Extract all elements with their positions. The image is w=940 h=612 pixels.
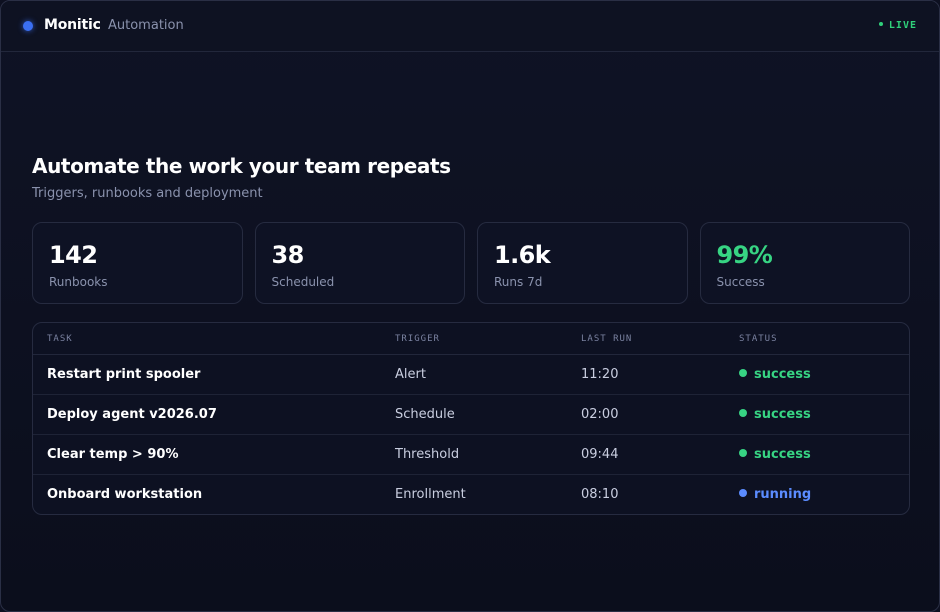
- task-trigger: Enrollment: [395, 487, 466, 502]
- status-text: success: [754, 367, 811, 382]
- brand-name[interactable]: Monitic: [44, 17, 101, 33]
- stat-card-runs[interactable]: 1.6k Runs 7d: [477, 222, 688, 304]
- table-header: TASK TRIGGER LAST RUN STATUS: [33, 323, 909, 355]
- table-row[interactable]: Clear temp > 90% Threshold 09:44 success: [33, 435, 909, 475]
- stat-label: Scheduled: [271, 275, 335, 289]
- page-subtitle: Triggers, runbooks and deployment: [32, 186, 263, 201]
- status-badge: success: [739, 447, 811, 462]
- stat-value: 38: [271, 241, 305, 269]
- task-last-run: 09:44: [581, 447, 619, 462]
- live-dot-icon: [878, 22, 883, 26]
- table-row[interactable]: Onboard workstation Enrollment 08:10 run…: [33, 475, 909, 514]
- column-header-trigger[interactable]: TRIGGER: [395, 334, 440, 344]
- section-title: Automation: [108, 18, 184, 33]
- status-text: running: [754, 487, 812, 502]
- status-dot-icon: [739, 449, 747, 457]
- status-text: success: [754, 407, 811, 422]
- stat-value: 99%: [716, 241, 773, 269]
- page-title: Automate the work your team repeats: [32, 154, 451, 178]
- status-badge: running: [739, 487, 811, 502]
- status-badge: success: [739, 367, 811, 382]
- column-header-last-run[interactable]: LAST RUN: [581, 334, 633, 344]
- stat-value: 142: [49, 241, 98, 269]
- task-name: Deploy agent v2026.07: [47, 407, 217, 422]
- table-row[interactable]: Deploy agent v2026.07 Schedule 02:00 suc…: [33, 395, 909, 435]
- task-last-run: 08:10: [581, 487, 619, 502]
- column-header-status[interactable]: STATUS: [739, 334, 778, 344]
- stat-label: Runs 7d: [494, 275, 543, 289]
- task-name: Clear temp > 90%: [47, 447, 179, 462]
- stat-label: Success: [716, 275, 765, 289]
- status-dot-icon: [739, 409, 747, 417]
- status-dot-icon: [739, 369, 747, 377]
- task-trigger: Alert: [395, 367, 426, 382]
- table-row[interactable]: Restart print spooler Alert 11:20 succes…: [33, 355, 909, 395]
- stat-card-runbooks[interactable]: 142 Runbooks: [32, 222, 243, 304]
- live-label: LIVE: [888, 20, 917, 31]
- task-name: Restart print spooler: [47, 367, 201, 382]
- task-name: Onboard workstation: [47, 487, 203, 502]
- column-header-task[interactable]: TASK: [47, 334, 73, 344]
- brand-logo-icon: [23, 21, 33, 31]
- task-trigger: Threshold: [395, 447, 460, 462]
- task-last-run: 02:00: [581, 407, 619, 422]
- task-trigger: Schedule: [395, 407, 455, 422]
- task-table: TASK TRIGGER LAST RUN STATUS Restart pri…: [32, 322, 910, 515]
- stat-card-scheduled[interactable]: 38 Scheduled: [254, 222, 465, 304]
- live-indicator: LIVE: [878, 20, 917, 31]
- stat-card-success[interactable]: 99% Success: [699, 222, 910, 304]
- status-text: success: [754, 447, 811, 462]
- top-bar: Monitic Automation LIVE: [1, 1, 939, 52]
- task-last-run: 11:20: [581, 367, 619, 382]
- status-badge: success: [739, 407, 811, 422]
- status-dot-icon: [739, 489, 747, 497]
- stat-label: Runbooks: [49, 275, 108, 289]
- stats-row: 142 Runbooks 38 Scheduled 1.6k Runs 7d 9…: [32, 222, 910, 304]
- stat-value: 1.6k: [494, 241, 551, 269]
